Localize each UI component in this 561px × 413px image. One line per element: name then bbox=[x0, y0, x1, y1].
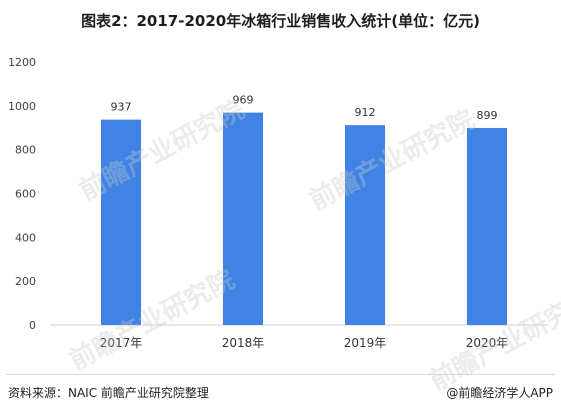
y-tick-label: 1200 bbox=[8, 56, 36, 69]
y-tick-label: 0 bbox=[29, 319, 36, 332]
x-tick-label: 2020年 bbox=[466, 336, 509, 350]
bar bbox=[223, 112, 263, 325]
brand-credit: @前瞻经济学人APP bbox=[446, 386, 553, 400]
x-axis: 2017年 2018年 2019年 2020年 bbox=[100, 336, 509, 350]
x-tick-label: 2017年 bbox=[100, 336, 143, 350]
y-tick-label: 400 bbox=[15, 231, 36, 244]
x-tick-label: 2019年 bbox=[344, 336, 387, 350]
y-tick-label: 800 bbox=[15, 144, 36, 157]
bar-value-label: 969 bbox=[233, 94, 254, 107]
data-labels: 937 969 912 899 bbox=[111, 94, 498, 122]
y-tick-label: 600 bbox=[15, 188, 36, 201]
x-tick-label: 2018年 bbox=[222, 336, 265, 350]
source-note: 资料来源：NAIC 前瞻产业研究院整理 bbox=[8, 386, 209, 400]
y-tick-label: 200 bbox=[15, 275, 36, 288]
y-axis: 0 200 400 600 800 1000 1200 bbox=[8, 56, 36, 332]
chart-title: 图表2：2017-2020年冰箱行业销售收入统计(单位：亿元) bbox=[81, 12, 480, 30]
bar-value-label: 899 bbox=[477, 109, 498, 122]
bar-value-label: 937 bbox=[111, 101, 132, 114]
bar bbox=[101, 119, 141, 325]
footer-divider bbox=[6, 374, 555, 375]
bar bbox=[467, 127, 507, 325]
bar bbox=[345, 125, 385, 326]
bar-value-label: 912 bbox=[355, 106, 376, 119]
y-tick-label: 1000 bbox=[8, 100, 36, 113]
bars-group bbox=[101, 112, 507, 326]
